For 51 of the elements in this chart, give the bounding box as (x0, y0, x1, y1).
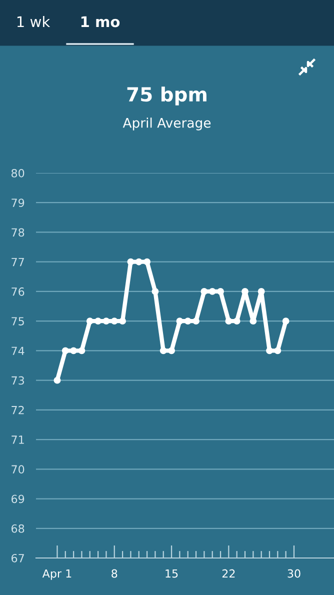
point (152, 288, 159, 295)
y-tick-label: 68 (12, 524, 24, 533)
point (127, 258, 134, 266)
x-tick-label: 15 (166, 569, 178, 578)
x-tick-label: 8 (112, 569, 118, 578)
y-tick-label: 73 (12, 376, 24, 385)
point (274, 347, 282, 354)
point (110, 318, 118, 325)
point (135, 258, 142, 266)
point (192, 318, 200, 325)
y-tick-label: 75 (12, 317, 24, 326)
point (184, 318, 192, 325)
point (208, 288, 216, 295)
y-tick-label: 74 (12, 346, 24, 355)
point (144, 258, 151, 266)
y-tick-label: 71 (12, 436, 24, 444)
point (102, 318, 110, 325)
point (233, 318, 240, 325)
y-tick-label: 67 (12, 554, 24, 562)
y-tick-label: 79 (12, 198, 24, 207)
x-tick-label: 30 (288, 569, 300, 578)
x-tick-label: 22 (222, 569, 235, 578)
point (78, 347, 86, 354)
x-tick-label: Apr 1 (42, 569, 72, 580)
point (62, 347, 69, 354)
point (282, 318, 290, 325)
y-tick-label: 76 (12, 287, 24, 296)
point (119, 318, 126, 325)
text: 1 wk (17, 16, 50, 28)
chart-title: 75 bpm (127, 86, 206, 106)
text: 1 mo (81, 16, 120, 28)
y-tick-label: 78 (12, 228, 24, 237)
point (266, 347, 273, 354)
chart-subtitle: April Average (122, 118, 211, 130)
point (168, 347, 175, 354)
point (54, 376, 61, 384)
y-tick-label: 72 (12, 406, 24, 414)
point (225, 318, 232, 325)
point (242, 288, 248, 295)
point (200, 288, 208, 295)
point (94, 318, 102, 325)
point (258, 288, 265, 295)
y-tick-label: 80 (12, 168, 24, 178)
point (217, 288, 224, 295)
point (70, 347, 78, 354)
point (86, 318, 94, 325)
point (160, 347, 167, 354)
y-tick-label: 69 (12, 494, 24, 504)
y-tick-label: 77 (12, 258, 24, 266)
y-tick-label: 70 (12, 465, 24, 474)
point (176, 318, 184, 325)
